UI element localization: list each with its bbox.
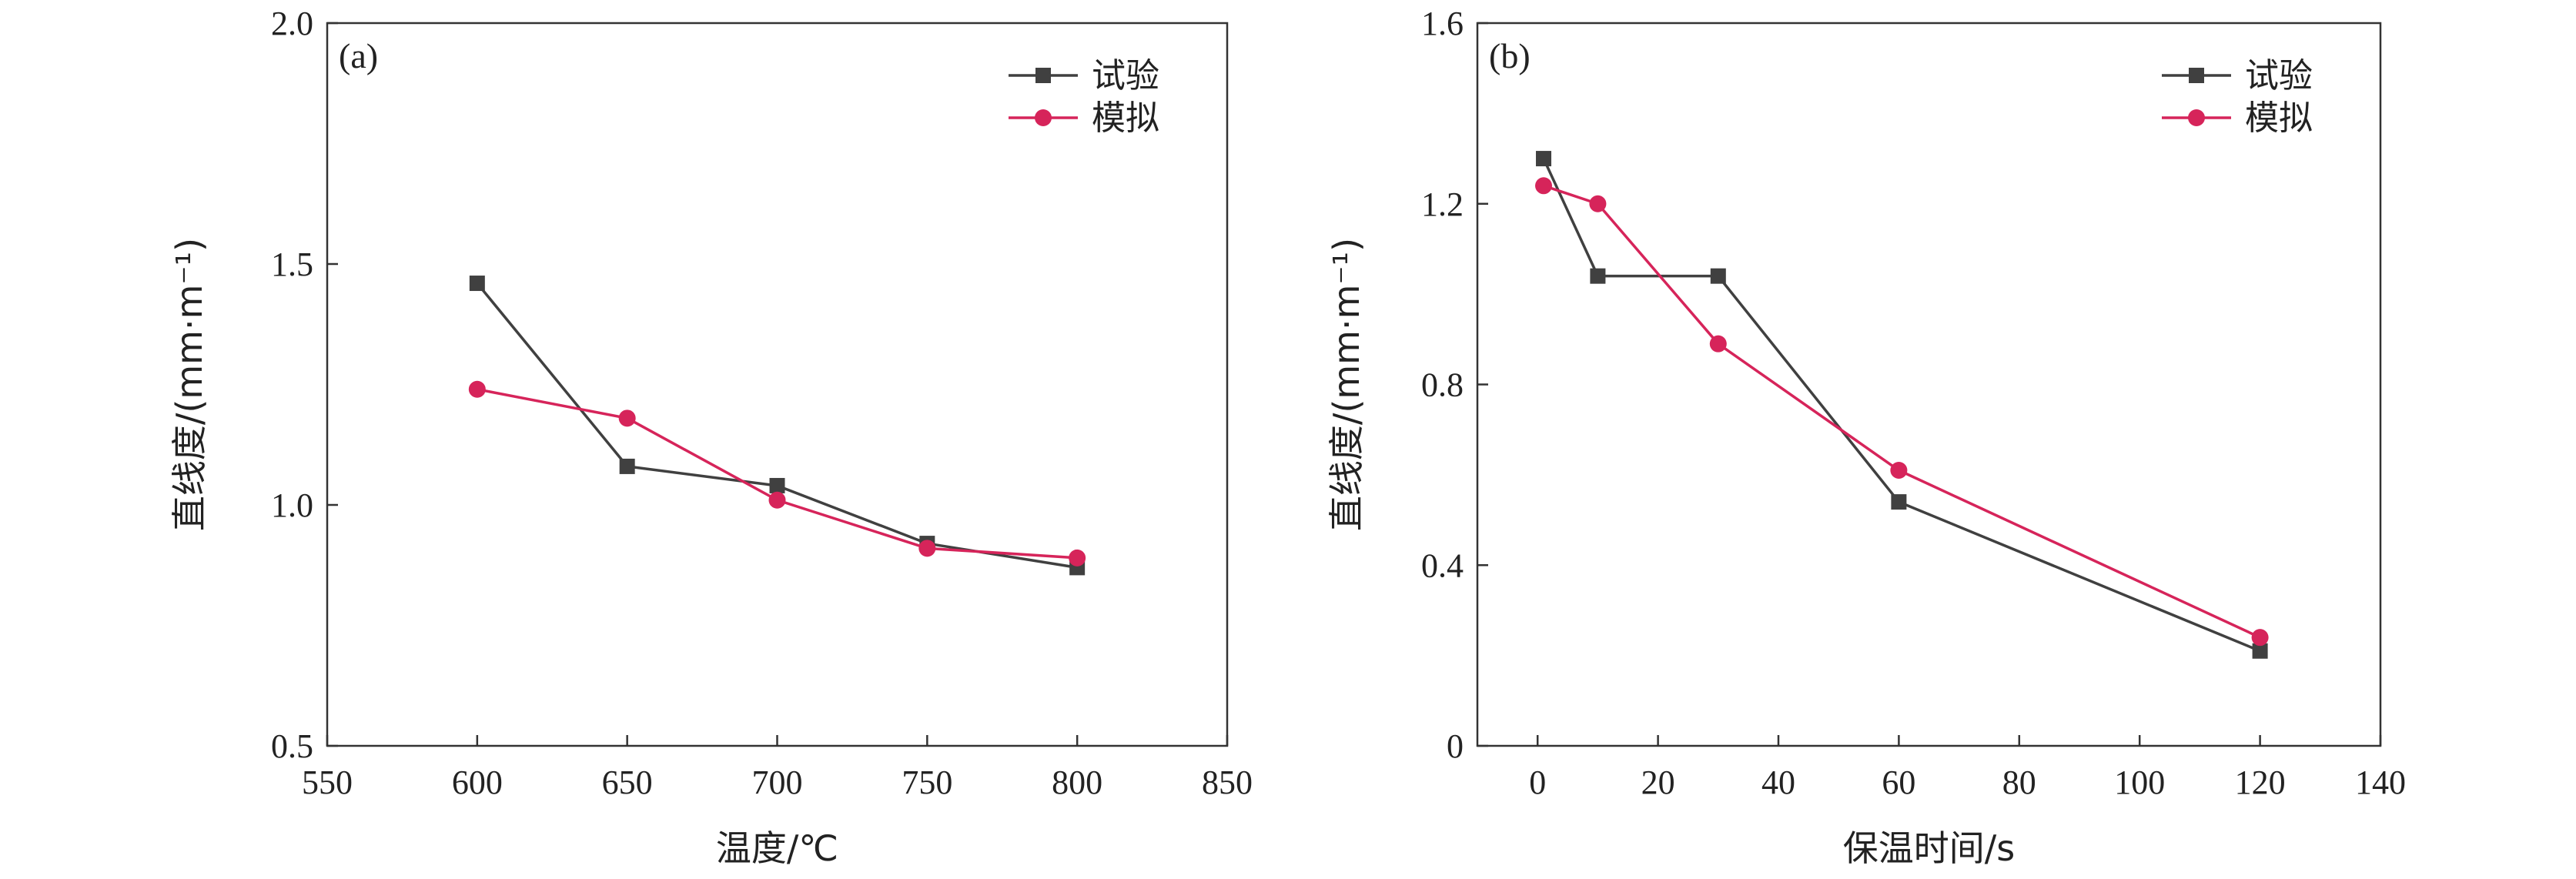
series-line	[477, 388, 1078, 560]
x-tick-label: 600	[452, 764, 503, 801]
legend-marker-circle	[2188, 109, 2205, 126]
data-point-square	[1590, 268, 1606, 284]
data-point-circle	[918, 540, 936, 557]
y-axis-label: 直线度/(mm·m⁻¹)	[169, 238, 210, 531]
series-line	[1542, 158, 2261, 653]
y-tick-label: 1.5	[271, 246, 313, 283]
x-tick-label: 650	[602, 764, 653, 801]
y-tick-label: 0.5	[271, 727, 313, 765]
data-point-circle	[1535, 177, 1553, 195]
legend-marker-square	[1035, 68, 1051, 83]
data-point-circle	[2251, 629, 2269, 647]
x-axis-label: 温度/℃	[716, 827, 838, 869]
y-tick-label: 1.6	[1421, 5, 1464, 42]
data-point-square	[469, 276, 485, 292]
data-point-circle	[1890, 462, 1908, 480]
legend-label: 模拟	[2245, 99, 2313, 138]
data-point-square	[1891, 494, 1907, 510]
data-point-circle	[768, 491, 786, 509]
legend-label: 试验	[2245, 56, 2313, 95]
x-tick-label: 60	[1882, 764, 1915, 801]
legend-label: 试验	[1092, 56, 1159, 95]
y-tick-label: 0.8	[1421, 366, 1464, 404]
x-tick-label: 850	[1202, 764, 1253, 801]
x-tick-label: 700	[752, 764, 803, 801]
x-tick-label: 100	[2114, 764, 2165, 801]
series-line	[1543, 184, 2261, 639]
data-point-square	[769, 477, 785, 493]
data-point-circle	[1709, 335, 1727, 353]
x-tick-label: 800	[1052, 764, 1102, 801]
x-tick-label: 120	[2235, 764, 2286, 801]
x-axis-label: 保温时间/s	[1843, 827, 2015, 869]
legend-marker-square	[2189, 68, 2204, 83]
y-tick-label: 2.0	[271, 5, 313, 42]
data-point-square	[2252, 643, 2268, 659]
y-tick-label: 0	[1447, 727, 1464, 765]
x-tick-label: 40	[1761, 764, 1795, 801]
y-tick-label: 1.0	[271, 486, 313, 524]
legend-label: 模拟	[1092, 99, 1159, 138]
x-tick-label: 80	[2002, 764, 2036, 801]
y-tick-label: 1.2	[1421, 185, 1464, 223]
x-tick-label: 0	[1529, 764, 1546, 801]
panel-tag: (b)	[1489, 36, 1531, 75]
x-tick-label: 750	[902, 764, 952, 801]
data-point-circle	[1069, 549, 1086, 567]
panel-tag: (a)	[339, 36, 378, 75]
data-point-circle	[468, 380, 486, 398]
data-point-square	[1710, 268, 1726, 284]
series-line	[476, 282, 1078, 570]
x-tick-label: 140	[2355, 764, 2406, 801]
x-tick-label: 20	[1641, 764, 1675, 801]
y-tick-label: 0.4	[1421, 546, 1464, 584]
y-axis-label: 直线度/(mm·m⁻¹)	[1326, 238, 1367, 531]
legend-marker-circle	[1035, 109, 1052, 126]
data-point-circle	[1589, 195, 1607, 212]
data-point-circle	[618, 409, 636, 427]
x-tick-label: 550	[302, 764, 353, 801]
data-point-square	[619, 458, 635, 474]
data-point-square	[1536, 151, 1552, 167]
